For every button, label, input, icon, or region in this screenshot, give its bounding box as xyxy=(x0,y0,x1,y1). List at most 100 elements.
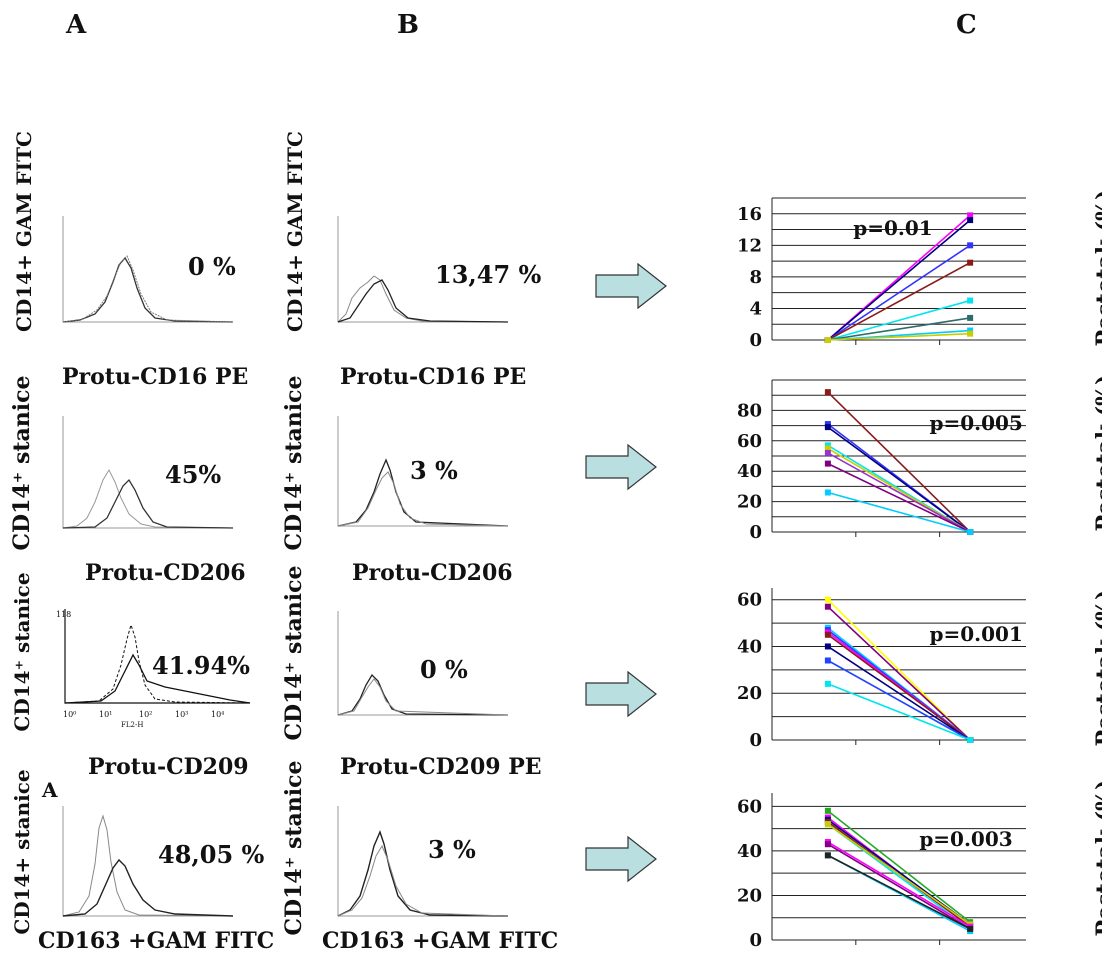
y-tick-label: 20 xyxy=(737,885,762,906)
panel-a-row4-xlabel: CD163 +GAM FITC xyxy=(38,928,275,954)
series-line xyxy=(827,452,971,533)
y-tick-label: 60 xyxy=(737,796,762,817)
panel-a-row4-percent: 48,05 % xyxy=(158,840,265,869)
p-value-label: p=0.01 xyxy=(853,216,932,240)
arrow-row3-icon xyxy=(585,670,657,718)
panel-c-header: C xyxy=(956,10,977,40)
data-point xyxy=(967,242,974,249)
p-value-label: p=0.001 xyxy=(929,622,1022,646)
panel-b-row4-ylabel: CD14⁺ stanice xyxy=(281,760,307,936)
data-point xyxy=(824,643,831,650)
data-point xyxy=(967,737,974,743)
data-point xyxy=(824,489,831,496)
panel-b-row3-ylabel: CD14⁺ stanice xyxy=(281,565,307,741)
series-line xyxy=(827,299,971,341)
panel-a-row1-histogram xyxy=(62,216,234,323)
data-point xyxy=(824,424,831,431)
panel-b-row1-histogram xyxy=(337,216,509,323)
panel-a-corner-letter: A xyxy=(42,778,58,802)
panel-c-chart-1: 0 4 8 12 16 p=0.01 xyxy=(737,197,1026,350)
svg-text:10²: 10² xyxy=(139,710,152,719)
data-point xyxy=(824,449,831,456)
panel-b-row2-histogram xyxy=(337,416,509,527)
svg-text:10⁴: 10⁴ xyxy=(211,710,224,719)
svg-text:10¹: 10¹ xyxy=(99,710,112,719)
arrow-row4-icon xyxy=(585,835,657,883)
y-tick-label: 20 xyxy=(737,683,762,704)
panel-c-chart-3: 0 20 40 60 p=0.001 xyxy=(737,588,1026,750)
panel-a-row4-ylabel: CD14+ stanice xyxy=(10,769,34,935)
panel-a-row3-xlabel: Protu-CD209 xyxy=(88,754,249,780)
data-point xyxy=(824,841,831,848)
data-point xyxy=(824,337,831,343)
p-value-label: p=0.005 xyxy=(929,411,1022,435)
data-point xyxy=(824,680,831,687)
series-line xyxy=(827,244,971,341)
series-line xyxy=(827,261,971,341)
series-line xyxy=(827,219,971,341)
series-line xyxy=(827,659,971,741)
y-tick-label: 0 xyxy=(749,522,762,542)
series-line xyxy=(827,683,971,741)
panel-c-ylabel-4: Postotak (%) xyxy=(1092,779,1102,937)
y-tick-label: 40 xyxy=(737,841,762,862)
panel-b-row3-xlabel: Protu-CD209 PE xyxy=(340,754,542,780)
data-point xyxy=(967,327,974,334)
data-point xyxy=(967,529,974,535)
data-point xyxy=(824,807,831,814)
y-tick-label: 4 xyxy=(749,298,762,319)
series-line xyxy=(827,332,971,341)
panel-a-row3-percent: 41.94% xyxy=(152,651,250,680)
data-point xyxy=(824,821,831,828)
data-point xyxy=(967,259,974,266)
series-line xyxy=(827,823,971,926)
svg-text:10³: 10³ xyxy=(175,710,188,719)
series-line xyxy=(827,645,971,741)
series-line xyxy=(827,606,971,741)
panel-a-row4-histogram xyxy=(62,806,234,917)
data-point xyxy=(967,330,974,337)
p-value-label: p=0.003 xyxy=(919,827,1012,851)
data-point xyxy=(967,925,974,932)
data-point xyxy=(824,460,831,467)
y-tick-label: 8 xyxy=(749,267,762,288)
panel-b-row1-percent: 13,47 % xyxy=(435,260,542,289)
panel-c-ylabel-1: Postotak (%) xyxy=(1092,189,1102,347)
panel-b-row4-percent: 3 % xyxy=(428,835,476,864)
arrow-row2-icon xyxy=(585,443,657,491)
panel-c-ylabel-2: Postotak (%) xyxy=(1092,374,1102,532)
series-line xyxy=(827,599,971,741)
panel-b-row1-xlabel: Protu-CD16 PE xyxy=(340,364,527,390)
panel-b-row4-xlabel: CD163 +GAM FITC xyxy=(322,928,559,954)
panel-b-header: B xyxy=(397,10,419,40)
data-point xyxy=(824,631,831,638)
panel-b-row3-percent: 0 % xyxy=(420,655,468,684)
panel-c-chart-2: 0 20 40 60 80 p=0.005 xyxy=(737,379,1026,542)
series-line xyxy=(827,391,971,533)
panel-a-row1-percent: 0 % xyxy=(188,252,236,281)
panel-a-row1-xlabel: Protu-CD16 PE xyxy=(62,364,249,390)
panel-c-chart-4: 0 20 40 60 p=0.003 xyxy=(737,793,1026,950)
y-tick-label: 12 xyxy=(737,235,762,256)
series-line xyxy=(827,843,971,930)
data-point xyxy=(824,442,831,449)
y-tick-label: 40 xyxy=(737,636,762,657)
series-line xyxy=(827,317,971,341)
data-point xyxy=(967,217,974,224)
panel-a-row2-ylabel: CD14⁺ stanice xyxy=(9,375,35,551)
y-tick-label: 40 xyxy=(737,461,762,482)
panel-c-ylabel-3: Postotak (%) xyxy=(1092,589,1102,747)
y-tick-label: 20 xyxy=(737,492,762,513)
data-point xyxy=(824,657,831,664)
data-point xyxy=(824,445,831,452)
series-line xyxy=(827,854,971,930)
panel-b-row2-percent: 3 % xyxy=(410,456,458,485)
panel-a-header: A xyxy=(66,10,87,40)
series-line xyxy=(827,810,971,923)
panel-a-row3-ylabel: CD14⁺ stanice xyxy=(10,572,34,732)
y-tick-label: 80 xyxy=(737,400,762,421)
svg-text:118: 118 xyxy=(56,610,71,619)
data-point xyxy=(967,297,974,304)
panel-a-row3-histogram: 118 10⁰ 10¹ 10² 10³ 10⁴ FL2-H xyxy=(55,605,255,730)
y-tick-label: 60 xyxy=(737,431,762,452)
